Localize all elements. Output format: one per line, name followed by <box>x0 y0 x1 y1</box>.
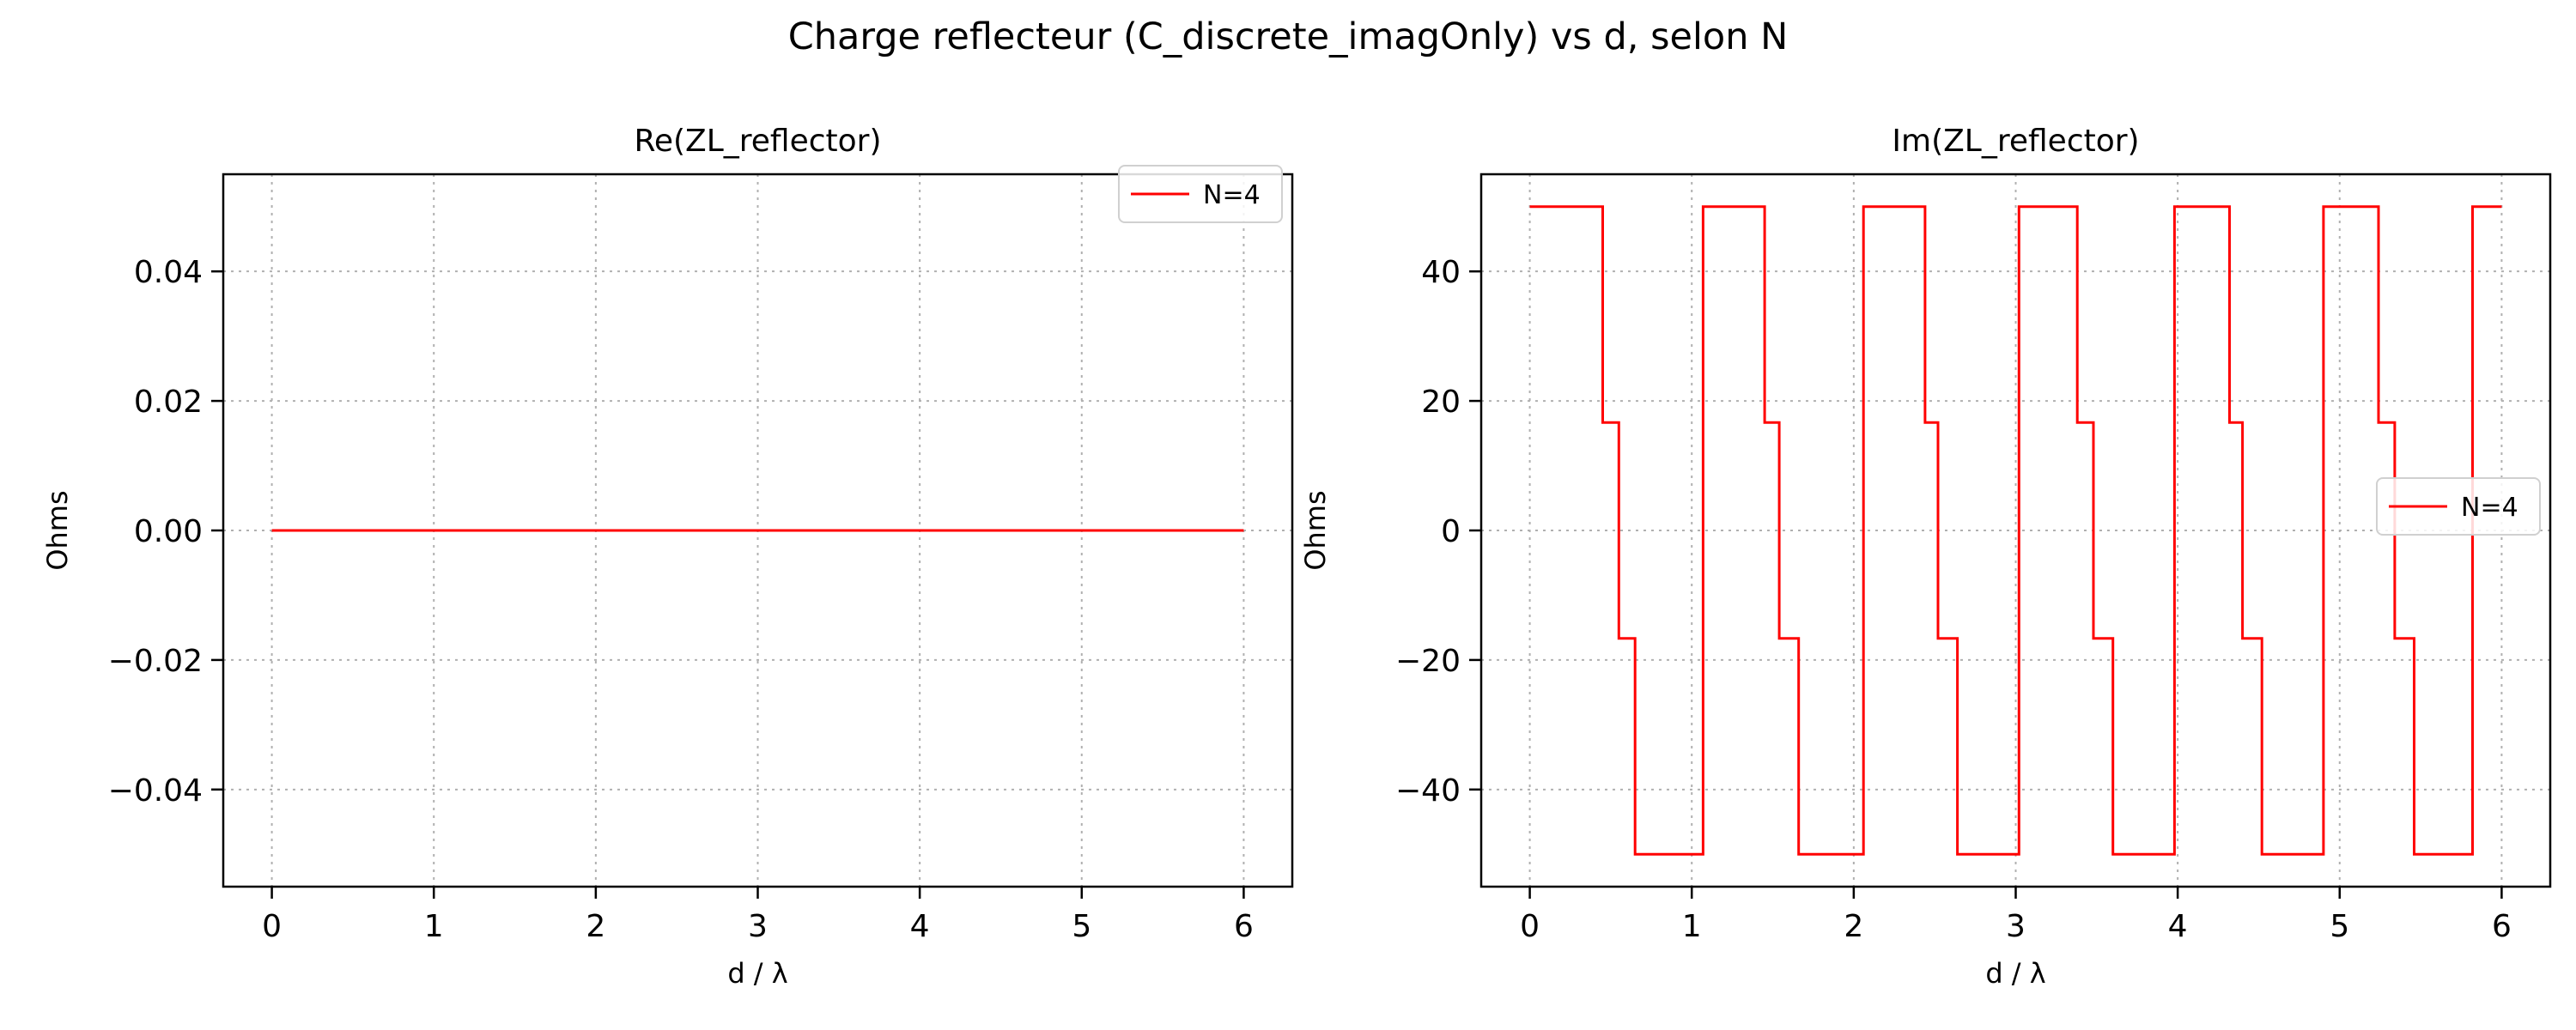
x-tick-label: 2 <box>1844 909 1863 944</box>
axes-title: Im(ZL_reflector) <box>1892 124 2139 159</box>
y-tick-label: 20 <box>1421 385 1461 420</box>
x-axis-label: d / λ <box>1985 957 2045 990</box>
x-tick-label: 6 <box>2492 909 2512 944</box>
x-tick-label: 5 <box>1072 909 1091 944</box>
y-tick-label: −0.02 <box>108 644 203 679</box>
legend-box <box>1118 165 1283 223</box>
x-tick-label: 2 <box>586 909 605 944</box>
y-axis-label: Ohms <box>41 490 74 570</box>
y-tick-label: 0.04 <box>134 255 203 290</box>
x-tick-label: 4 <box>910 909 930 944</box>
y-tick-label: 0.00 <box>134 514 203 549</box>
y-tick-label: 0.02 <box>134 385 203 420</box>
series-line-n4 <box>1529 205 2502 856</box>
legend-label: N=4 <box>1203 180 1261 210</box>
legend-label: N=4 <box>2461 493 2518 523</box>
x-tick-label: 3 <box>2006 909 2026 944</box>
y-tick-label: 0 <box>1441 514 1461 549</box>
x-axis-label: d / λ <box>727 957 787 990</box>
panel-imaginary-part: 0 1 2 3 4 5 6 −40 −20 0 20 40 Im(ZL_reflector)d / λ O… <box>1299 124 2552 990</box>
x-tick-label: 3 <box>748 909 768 944</box>
panel-real-part: 0 1 2 3 4 5 6 −0.04 −0.02 0.00 0.02 0.04 Re(ZL_refle… <box>41 124 1294 990</box>
y-tick-label: −0.04 <box>108 773 203 809</box>
legend-box <box>2376 477 2541 536</box>
x-tick-label: 0 <box>262 909 282 944</box>
x-tick-label: 6 <box>1234 909 1254 944</box>
x-tick-label: 1 <box>1682 909 1702 944</box>
y-tick-label: −20 <box>1395 644 1461 679</box>
x-tick-label: 1 <box>424 909 444 944</box>
y-tick-label: −40 <box>1395 773 1461 809</box>
x-tick-label: 5 <box>2330 909 2349 944</box>
y-axis-label: Ohms <box>1299 490 1332 570</box>
y-tick-label: 40 <box>1421 255 1461 290</box>
axes-title: Re(ZL_reflector) <box>634 124 881 159</box>
figure-title: Charge reflecteur (C_discrete_imagOnly) … <box>788 15 1789 58</box>
x-tick-label: 0 <box>1520 909 1540 944</box>
x-tick-label: 4 <box>2168 909 2188 944</box>
